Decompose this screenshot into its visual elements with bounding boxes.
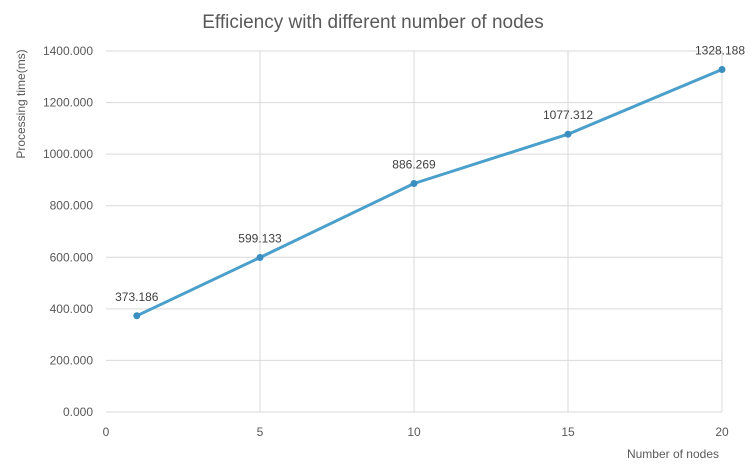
data-point [410,179,418,187]
y-tick-label: 600.000 [50,250,94,264]
series-line [135,68,724,318]
data-label: 599.133 [238,232,282,246]
data-point [133,312,141,320]
x-tick-label: 5 [257,425,264,439]
y-tick-label: 0.000 [63,405,93,419]
data-point [718,66,726,74]
y-tick-label: 1400.000 [43,44,93,58]
y-tick-label: 1200.000 [43,96,93,110]
chart-title: Efficiency with different number of node… [202,12,544,33]
gridlines [106,50,723,413]
y-tick-label: 400.000 [50,302,94,316]
data-label: 1328.188 [695,44,745,58]
x-axis-label: Number of nodes [627,447,719,461]
data-label: 1077.312 [543,108,593,122]
x-tick-label: 20 [715,425,729,439]
x-axis-ticks: 0 5 10 15 20 [103,425,729,439]
data-point [256,254,264,262]
data-point [564,130,572,138]
x-tick-label: 10 [407,425,421,439]
y-tick-label: 800.000 [50,199,94,213]
y-tick-label: 200.000 [50,353,94,367]
data-label: 886.269 [392,157,436,171]
y-axis-label: Processing time(ms) [14,49,28,158]
data-label: 373.186 [115,290,159,304]
data-points [133,66,726,320]
data-labels: 373.186 599.133 886.269 1077.312 1328.188 [115,44,745,304]
y-axis-ticks: 0.000 200.000 400.000 600.000 800.000 1000.00… [43,44,93,419]
y-tick-label: 1000.000 [43,147,93,161]
x-tick-label: 0 [103,425,110,439]
x-tick-label: 15 [561,425,575,439]
